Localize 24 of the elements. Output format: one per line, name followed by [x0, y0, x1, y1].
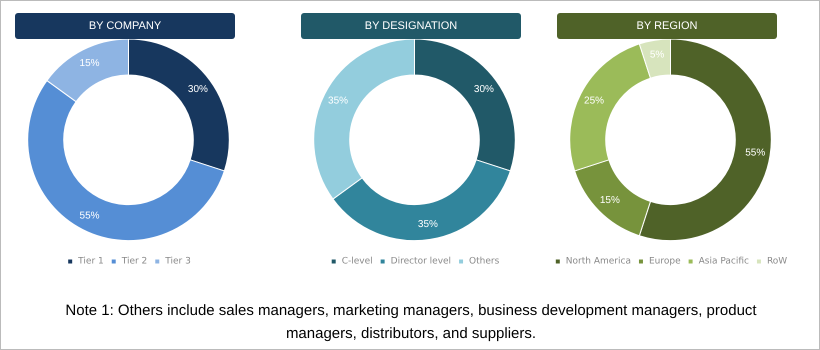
data-label: 35% — [328, 95, 348, 106]
data-label: 5% — [650, 50, 664, 61]
chart-title: BY REGION — [557, 13, 777, 39]
legend-label: North America — [566, 256, 631, 266]
legend-label: RoW — [766, 256, 788, 266]
legend-label: Tier 2 — [120, 256, 148, 266]
data-label: 55% — [80, 210, 100, 222]
legend-label: Europe — [648, 256, 682, 266]
data-label: 30% — [474, 84, 494, 95]
legend-label: Tier 1 — [77, 256, 104, 266]
legend-label: Others — [469, 256, 500, 266]
data-label: 35% — [418, 219, 438, 230]
data-label: 55% — [745, 148, 766, 159]
chart-title: BY DESIGNATION — [301, 13, 521, 39]
data-label: 15% — [80, 58, 100, 69]
legend-label: Tier 3 — [164, 256, 191, 266]
chart-title: BY COMPANY — [15, 13, 235, 39]
data-label: 30% — [188, 84, 208, 95]
data-label: 25% — [584, 95, 604, 106]
text: Note 1: Others include sales managers, marketing managers, business development managers, product managers, distributors, and suppliers. — [64, 301, 758, 344]
data-label: 15% — [600, 194, 620, 206]
legend-label: C-level — [342, 256, 373, 266]
legend-label: Director level — [390, 256, 452, 266]
legend-label: Asia Pacific — [698, 256, 749, 266]
